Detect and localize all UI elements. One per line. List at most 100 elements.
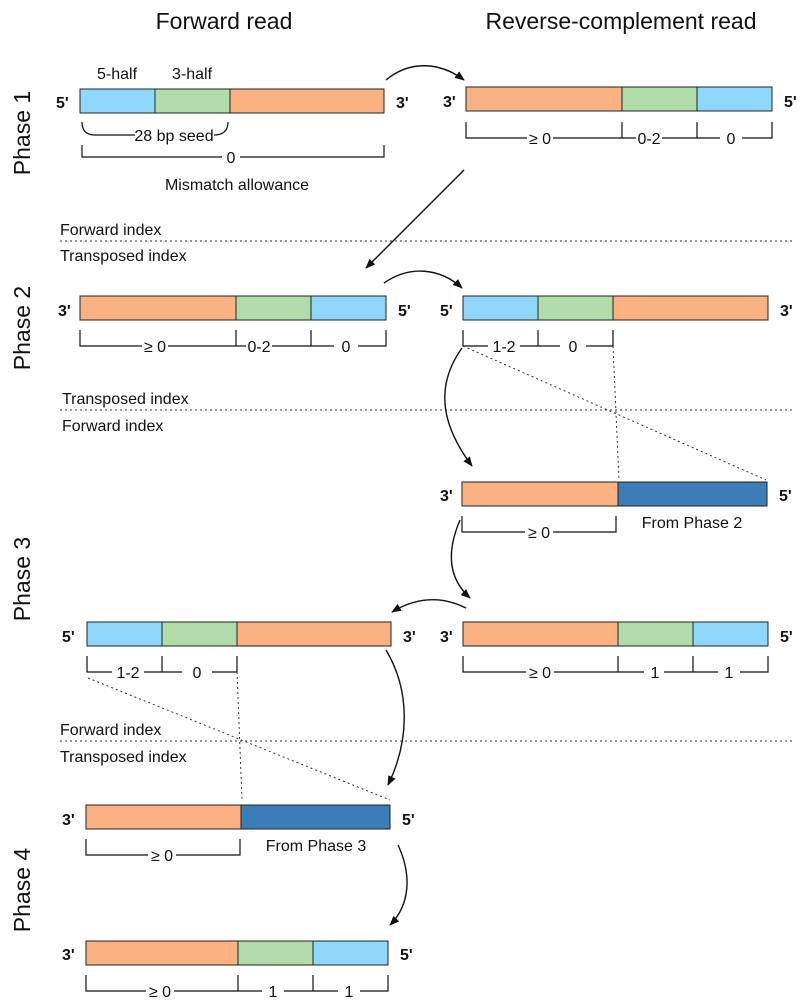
seg-3-half <box>537 295 614 321</box>
phase3-fwd-left-end: 5' <box>62 629 75 646</box>
seg-5-half <box>310 295 387 321</box>
phase2-projection-line-b <box>612 345 620 481</box>
phase1-arrow-to-phase2 <box>365 169 465 269</box>
seg-rest <box>462 621 619 647</box>
phase4-left-end: 3' <box>62 947 75 964</box>
seg-from-phase-2 <box>617 481 768 507</box>
index-divider-1-bottom: Transposed index <box>60 248 187 265</box>
seg-3-half <box>161 621 238 647</box>
phase3-extension-read <box>85 804 391 830</box>
phase2-ext-allow-ge0: ≥ 0 <box>528 525 550 542</box>
phase3-ext-right-end: 5' <box>402 812 415 829</box>
seg-5-half <box>312 940 389 966</box>
phase1-rev-allow-02: 0-2 <box>637 131 660 148</box>
phase3-rev-allow-ge0: ≥ 0 <box>529 665 551 682</box>
seg-from-phase-3 <box>240 804 391 830</box>
phase2-rev-allow-0: 0 <box>569 339 578 356</box>
seed-bracket-left <box>81 121 135 136</box>
phase1-forward-read <box>79 88 385 114</box>
phase3-rev-allow-1a: 1 <box>651 665 660 682</box>
index-divider-3-top: Forward index <box>60 722 161 739</box>
seg-rest <box>461 481 619 507</box>
seg-5-half <box>696 86 773 112</box>
phase3-fwd-allow-12: 1-2 <box>116 665 139 682</box>
phase3-reverse-read <box>462 621 769 647</box>
seg-rest <box>85 940 239 966</box>
phase3-fwd-right-end: 3' <box>403 629 416 646</box>
seg-rest <box>465 86 623 112</box>
phase3-ext-allow-ge0: ≥ 0 <box>151 848 173 865</box>
phase2-ext-bracket <box>461 516 617 533</box>
phase3-arrow-to-forward <box>391 599 467 613</box>
index-divider-2-bottom: Forward index <box>62 418 163 435</box>
phase-4-label: Phase 4 <box>9 848 35 933</box>
phase3-fwd-allow-0: 0 <box>193 665 202 682</box>
phase4-brackets <box>85 975 389 992</box>
phase3-projection-line-a <box>87 677 391 801</box>
seg-rest <box>79 295 237 321</box>
phase3-arrow-to-extension <box>385 649 405 786</box>
phase2-arrow-to-extension <box>444 347 473 467</box>
phase2-fwd-right-end: 5' <box>398 303 411 320</box>
seg-3-half <box>237 940 314 966</box>
phase3-rev-brackets <box>462 656 769 673</box>
phase3-arrow-to-reverse <box>450 519 471 599</box>
five-half-label: 5-half <box>97 66 138 83</box>
phase2-rev-left-end: 5' <box>440 303 453 320</box>
phase2-ext-left-end: 3' <box>440 488 453 505</box>
phase4-right-end: 5' <box>400 947 413 964</box>
phase2-fwd-brackets <box>79 330 387 347</box>
index-divider-1-top: Forward index <box>60 222 161 239</box>
phase1-rev-right-end: 5' <box>784 94 797 111</box>
seg-rest <box>236 621 392 647</box>
phase2-fwd-allow-ge0: ≥ 0 <box>144 339 166 356</box>
phase2-fwd-allow-02: 0-2 <box>247 339 270 356</box>
phase4-allow-1b: 1 <box>345 984 354 1001</box>
phase2-forward-read <box>79 295 387 321</box>
seg-3-half <box>617 621 694 647</box>
phase4-allow-1a: 1 <box>269 984 278 1001</box>
phase2-rev-right-end: 3' <box>780 303 793 320</box>
phase3-ext-left-end: 3' <box>62 812 75 829</box>
phase4-final-read <box>85 940 389 966</box>
reverse-read-header: Reverse-complement read <box>485 8 756 34</box>
seg-rest <box>85 804 242 830</box>
phase2-rev-brackets <box>462 330 614 347</box>
from-phase-2-label: From Phase 2 <box>642 515 743 532</box>
phase2-arrow-to-reverse <box>383 270 463 289</box>
phase3-rev-right-end: 5' <box>780 629 793 646</box>
seed-bracket-right <box>213 121 229 136</box>
phase3-rev-allow-1b: 1 <box>725 665 734 682</box>
phase2-reverse-read <box>462 295 769 321</box>
seg-rest <box>229 88 385 114</box>
phase3-forward-read <box>86 621 392 647</box>
phase1-mismatch-bracket <box>81 145 385 158</box>
phase4-allow-ge0: ≥ 0 <box>149 984 171 1001</box>
seg-5-half <box>79 88 156 114</box>
phase1-fwd-right-end: 3' <box>396 95 409 112</box>
from-phase-3-label: From Phase 3 <box>266 838 367 855</box>
forward-read-header: Forward read <box>156 8 293 34</box>
three-half-label: 3-half <box>172 66 213 83</box>
phase3-projection-line-b <box>236 671 243 801</box>
seg-3-half <box>154 88 231 114</box>
seg-rest <box>612 295 769 321</box>
phase4-arrow-to-final <box>389 844 408 926</box>
phase3-fwd-brackets <box>86 656 238 673</box>
phase3-ext-bracket <box>85 839 241 856</box>
index-divider-3-bottom: Transposed index <box>60 749 187 766</box>
mismatch-allowance-label: Mismatch allowance <box>165 177 309 194</box>
phase2-ext-right-end: 5' <box>779 488 792 505</box>
index-divider-2-top: Transposed index <box>62 391 189 408</box>
phase-1-label: Phase 1 <box>9 91 35 175</box>
phase1-rev-brackets <box>465 122 773 139</box>
seg-5-half <box>86 621 163 647</box>
phase1-allowance-0: 0 <box>227 150 236 167</box>
phase2-fwd-left-end: 3' <box>58 303 71 320</box>
phase1-fwd-left-end: 5' <box>56 95 69 112</box>
phase3-rev-left-end: 3' <box>440 629 453 646</box>
phase1-reverse-read <box>465 86 773 112</box>
phase1-rev-allow-0: 0 <box>727 131 736 148</box>
